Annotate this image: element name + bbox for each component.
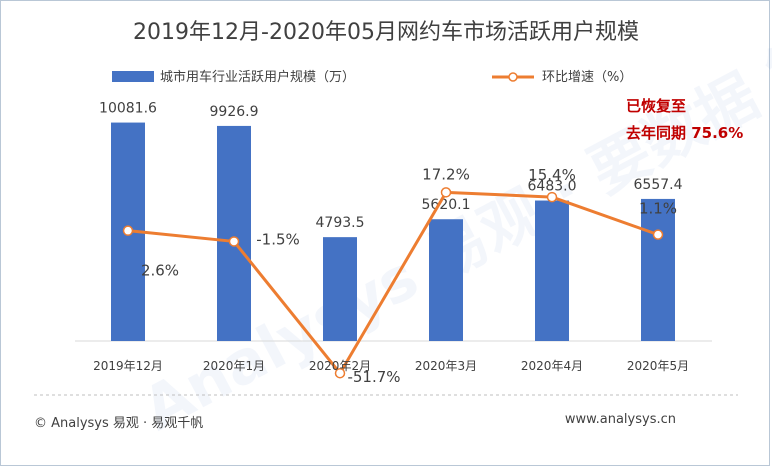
bar-value-label: 4793.5 xyxy=(316,215,365,231)
line-path xyxy=(127,190,659,375)
line-value-label: -51.7% xyxy=(347,368,400,386)
legend-line-label: 环比增速（%） xyxy=(542,70,632,85)
line-point xyxy=(546,191,558,203)
x-tick-label: 2020年3月 xyxy=(415,359,477,373)
recovery-annotation: 已恢复至 去年同期 75.6% xyxy=(626,97,743,142)
line-series: 2.6% -1.5% -51.7% 17.2% 15.4% 1.1% xyxy=(122,165,677,386)
line-point xyxy=(440,187,452,198)
line-point xyxy=(652,229,664,240)
annotation-line1: 已恢复至 xyxy=(626,97,686,115)
bar-value-label: 5620.1 xyxy=(422,197,471,213)
footer-website: www.analysys.cn xyxy=(564,412,676,427)
line-point xyxy=(122,225,134,236)
bar xyxy=(429,219,463,341)
bar xyxy=(323,237,357,341)
bar-value-label: 6557.4 xyxy=(634,177,683,193)
footer-copyright: © Analysys 易观 · 易观千帆 xyxy=(34,416,204,431)
line-point xyxy=(228,236,240,247)
x-tick-label: 2019年12月 xyxy=(93,359,163,373)
legend-bar-label: 城市用车行业活跃用户规模（万） xyxy=(160,69,355,85)
legend: 城市用车行业活跃用户规模（万） 环比增速（%） xyxy=(112,69,632,85)
legend-line-marker xyxy=(508,72,518,82)
bar xyxy=(641,198,675,341)
bar-value-label: 10081.6 xyxy=(99,101,157,117)
bar-value-label: 9926.9 xyxy=(210,104,259,120)
bar xyxy=(535,200,569,341)
bar xyxy=(217,125,251,341)
line-value-label: -1.5% xyxy=(256,230,300,248)
x-tick-label: 2020年2月 xyxy=(309,359,371,373)
line-value-label: 15.4% xyxy=(528,166,576,184)
bar-value-label: 6483.0 xyxy=(528,179,577,195)
line-value-label: 1.1% xyxy=(639,200,677,218)
line-value-label: 2.6% xyxy=(141,262,179,280)
annotation-line2: 去年同期 75.6% xyxy=(626,124,743,142)
x-tick-label: 2020年1月 xyxy=(203,359,265,373)
line-point xyxy=(334,367,346,379)
chart-title: 2019年12月-2020年05月网约车市场活跃用户规模 xyxy=(133,20,639,45)
x-tick-label: 2020年4月 xyxy=(521,359,583,373)
bar-series: 10081.6 9926.9 4793.5 5620.1 6483.0 6557.4 xyxy=(99,101,683,341)
x-tick-labels: 2019年12月 2020年1月 2020年2月 2020年3月 2020年4月 2020… xyxy=(93,359,689,373)
legend-bar-swatch xyxy=(112,71,154,82)
line-value-label: 17.2% xyxy=(422,165,470,183)
x-tick-label: 2020年5月 xyxy=(627,359,689,373)
